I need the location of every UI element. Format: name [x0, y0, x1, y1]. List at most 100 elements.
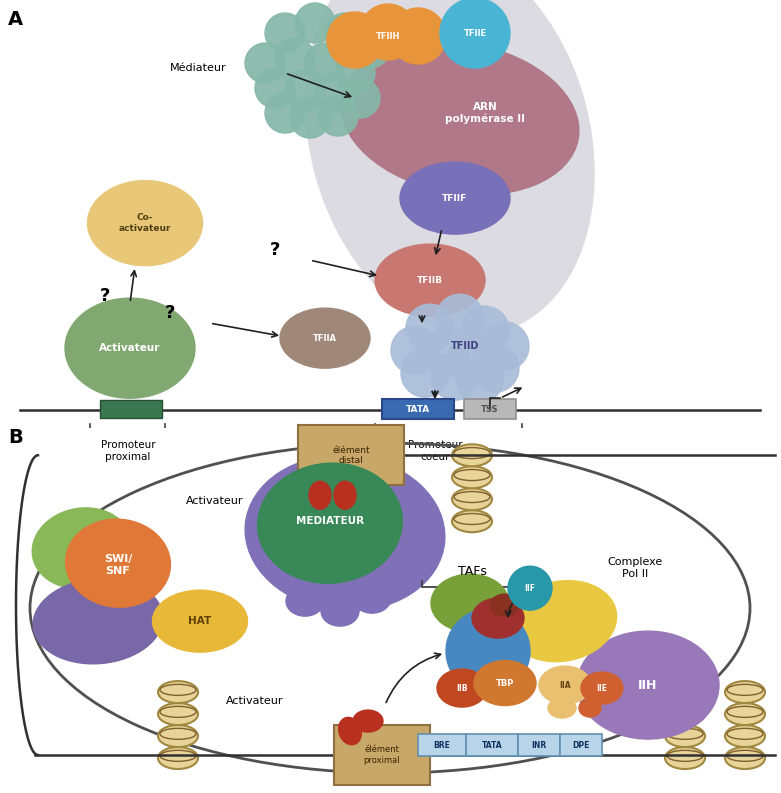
Ellipse shape [305, 0, 595, 335]
Text: SWI/
SNF: SWI/ SNF [104, 554, 132, 576]
Text: TFIIH: TFIIH [376, 32, 400, 40]
Circle shape [390, 8, 446, 64]
Ellipse shape [431, 574, 509, 632]
Text: TFIID: TFIID [451, 341, 480, 351]
Ellipse shape [452, 488, 492, 510]
Ellipse shape [375, 244, 485, 316]
Ellipse shape [339, 718, 362, 745]
Text: Activateur: Activateur [186, 496, 244, 506]
Ellipse shape [452, 444, 492, 466]
Text: TATA: TATA [482, 741, 502, 749]
Circle shape [325, 13, 365, 53]
Text: Promoteur
coeur: Promoteur coeur [408, 440, 462, 462]
Ellipse shape [245, 455, 445, 611]
Circle shape [481, 322, 529, 370]
Ellipse shape [437, 669, 487, 707]
Text: ?: ? [100, 287, 110, 305]
FancyBboxPatch shape [464, 399, 516, 419]
Text: IIA: IIA [559, 680, 571, 690]
Text: Médiateur: Médiateur [170, 63, 226, 73]
Ellipse shape [581, 672, 623, 704]
FancyBboxPatch shape [560, 734, 602, 756]
Ellipse shape [725, 725, 765, 747]
Ellipse shape [309, 481, 331, 509]
Circle shape [295, 3, 335, 43]
Ellipse shape [725, 747, 765, 769]
Circle shape [245, 43, 285, 83]
Ellipse shape [341, 41, 579, 195]
Circle shape [508, 566, 552, 610]
Circle shape [275, 38, 315, 78]
Ellipse shape [152, 590, 248, 652]
Text: TSS: TSS [481, 404, 499, 414]
Circle shape [315, 73, 355, 113]
Text: A: A [8, 10, 23, 29]
Ellipse shape [490, 594, 520, 616]
Ellipse shape [33, 578, 163, 664]
Text: TFIIE: TFIIE [463, 29, 487, 37]
Ellipse shape [539, 666, 591, 704]
Text: élément
proximal: élément proximal [364, 745, 401, 764]
FancyBboxPatch shape [298, 425, 404, 485]
Text: TATA: TATA [406, 404, 430, 414]
Text: ?: ? [269, 241, 280, 259]
Ellipse shape [66, 519, 170, 607]
Text: BRE: BRE [433, 741, 451, 749]
Circle shape [327, 12, 383, 68]
Ellipse shape [665, 725, 705, 747]
Text: IIH: IIH [638, 679, 658, 691]
Circle shape [401, 349, 449, 397]
Ellipse shape [508, 580, 617, 661]
Ellipse shape [452, 510, 492, 532]
Ellipse shape [548, 698, 576, 718]
Ellipse shape [579, 699, 601, 717]
Text: TAFs: TAFs [458, 565, 487, 577]
FancyBboxPatch shape [518, 734, 560, 756]
Text: HAT: HAT [188, 616, 212, 626]
Text: TFIIB: TFIIB [417, 276, 443, 285]
Ellipse shape [400, 162, 510, 234]
Ellipse shape [334, 481, 356, 509]
Circle shape [431, 352, 479, 400]
Ellipse shape [725, 703, 765, 725]
Ellipse shape [286, 586, 324, 616]
Text: INR: INR [531, 741, 547, 749]
Text: PIC: PIC [471, 6, 490, 19]
Text: DPE: DPE [572, 741, 590, 749]
FancyBboxPatch shape [334, 725, 430, 785]
Ellipse shape [665, 747, 705, 769]
Ellipse shape [474, 661, 536, 706]
Ellipse shape [321, 596, 359, 626]
Text: B: B [8, 428, 23, 447]
Circle shape [391, 326, 439, 374]
Ellipse shape [665, 703, 705, 725]
Circle shape [285, 70, 325, 110]
Ellipse shape [725, 681, 765, 703]
Circle shape [335, 53, 375, 93]
Circle shape [406, 305, 454, 352]
Ellipse shape [577, 631, 719, 739]
Circle shape [448, 334, 496, 382]
Ellipse shape [472, 598, 524, 638]
FancyBboxPatch shape [100, 400, 162, 418]
Text: ARN
polymérase II: ARN polymérase II [445, 102, 525, 125]
Circle shape [360, 4, 416, 60]
Ellipse shape [353, 710, 383, 732]
Circle shape [461, 306, 509, 354]
Circle shape [290, 98, 330, 138]
Text: MEDIATEUR: MEDIATEUR [296, 516, 364, 527]
Ellipse shape [65, 298, 195, 398]
Circle shape [340, 78, 380, 118]
FancyBboxPatch shape [382, 399, 454, 419]
Text: TBP: TBP [496, 679, 514, 688]
Circle shape [305, 43, 345, 83]
Circle shape [265, 93, 305, 133]
Ellipse shape [452, 466, 492, 488]
Text: Activateur: Activateur [99, 343, 161, 353]
Ellipse shape [158, 703, 198, 725]
FancyBboxPatch shape [466, 734, 518, 756]
Circle shape [255, 68, 295, 108]
Circle shape [436, 294, 484, 342]
Text: IIE: IIE [597, 684, 608, 692]
Text: TFIIA: TFIIA [313, 334, 337, 343]
